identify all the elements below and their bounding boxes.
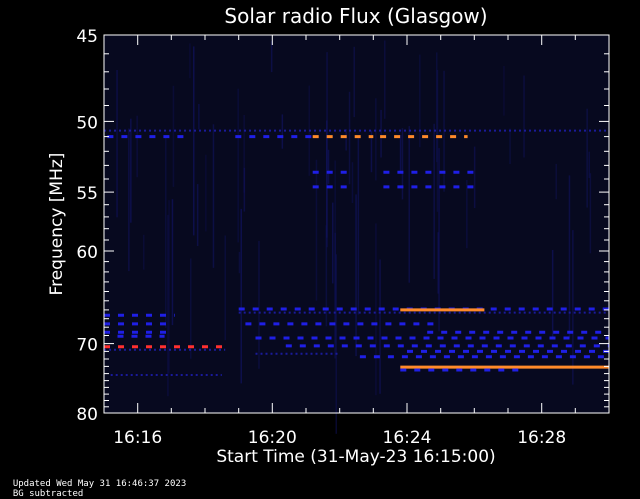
noise-streak (433, 123, 435, 279)
noise-streak (205, 154, 207, 232)
x-tick-label: 16:20 (248, 428, 297, 448)
noise-streak (196, 184, 199, 246)
noise-streak (357, 135, 360, 315)
noise-streak (334, 160, 336, 343)
noise-streak (198, 104, 200, 130)
noise-streak (370, 130, 373, 173)
noise-streak (555, 163, 557, 200)
y-axis-label: Frequency [MHz] (47, 153, 67, 296)
y-tick-label: 60 (76, 243, 98, 263)
noise-streak (408, 126, 410, 283)
y-tick-label: 45 (76, 27, 98, 47)
noise-streak (384, 40, 386, 119)
noise-streak (572, 230, 574, 385)
noise-streak (193, 46, 195, 236)
noise-streak (326, 52, 328, 248)
noise-streak (165, 135, 167, 328)
chart-title: Solar radio Flux (Glasgow) (224, 4, 487, 28)
noise-streak (568, 175, 571, 338)
x-tick-label: 16:28 (517, 428, 566, 448)
x-axis-label: Start Time (31-May-23 16:15:00) (216, 447, 495, 467)
noise-streak (335, 254, 337, 434)
noise-streak (128, 128, 130, 272)
noise-streak (168, 200, 170, 374)
noise-streak (345, 129, 347, 151)
noise-streak (224, 235, 226, 341)
noise-streak (258, 240, 260, 369)
noise-streak (190, 258, 192, 359)
noise-streak (589, 173, 592, 254)
noise-streak (143, 234, 145, 270)
y-tick-label: 55 (76, 184, 98, 204)
noise-streak (315, 159, 318, 301)
noise-streak (348, 91, 351, 185)
noise-streak (355, 194, 357, 357)
y-tick-label: 70 (76, 336, 98, 356)
noise-streak (436, 52, 438, 163)
noise-streak (136, 115, 138, 178)
noise-streak (281, 114, 284, 149)
updated-timestamp: Updated Wed May 31 16:46:37 2023 (12, 479, 187, 489)
noise-streak (586, 108, 588, 208)
noise-streak (503, 66, 505, 116)
noise-streak (399, 135, 402, 172)
noise-streak (334, 232, 336, 359)
noise-streak (379, 259, 381, 394)
noise-streak (466, 180, 468, 249)
noise-streak (353, 46, 355, 118)
x-tick-label: 16:16 (113, 428, 162, 448)
x-tick-label: 16:24 (383, 428, 432, 448)
noise-streak (332, 202, 334, 284)
noise-streak (212, 124, 215, 268)
bg-note: BG subtracted (12, 489, 84, 499)
y-tick-label: 80 (76, 405, 98, 425)
noise-streak (270, 41, 273, 73)
noise-streak (171, 199, 174, 326)
y-tick-label: 50 (76, 113, 98, 133)
noise-streak (375, 223, 377, 396)
noise-streak (167, 214, 169, 397)
noise-streak (172, 85, 175, 187)
noise-streak (237, 88, 239, 243)
noise-streak (116, 70, 118, 218)
noise-streak (438, 148, 440, 332)
noise-streak (130, 118, 132, 223)
noise-streak (240, 208, 242, 384)
noise-streak (243, 167, 246, 212)
spectrogram-chart: Solar radio Flux (Glasgow) 45 50 55 60 70 80 1… (47, 4, 610, 467)
noise-streak (325, 225, 328, 327)
noise-streak (509, 128, 511, 164)
noise-streak (401, 128, 404, 200)
noise-streak (380, 109, 382, 158)
noise-streak (351, 162, 354, 203)
noise-streak (473, 146, 476, 208)
noise-streak (375, 98, 377, 181)
noise-streak (523, 75, 525, 158)
noise-streak (243, 115, 245, 193)
noise-streak (238, 251, 241, 274)
noise-streak (437, 232, 439, 294)
noise-streak (588, 151, 590, 178)
noise-streak (419, 54, 421, 148)
noise-streak (327, 149, 330, 184)
noise-streak (436, 70, 439, 212)
noise-streak (551, 250, 554, 339)
plot-frame (103, 34, 610, 414)
noise-streak (189, 43, 191, 79)
footer: Updated Wed May 31 16:46:37 2023 BG subt… (2, 469, 196, 499)
